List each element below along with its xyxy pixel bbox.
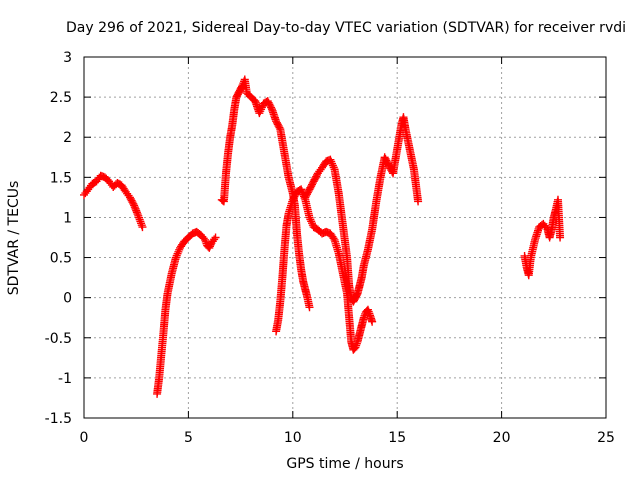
y-tick-label: 3	[63, 50, 72, 66]
y-tick-label: 1.5	[50, 170, 72, 186]
y-tick-label: 2.5	[50, 90, 72, 106]
y-tick-label: 2	[63, 130, 72, 146]
data-point	[174, 247, 183, 256]
chart-title: Day 296 of 2021, Sidereal Day-to-day VTE…	[65, 20, 627, 36]
plot-frame	[83, 56, 607, 419]
data-point	[308, 219, 317, 228]
x-axis-label: GPS time / hours	[286, 456, 404, 472]
data-point	[210, 235, 219, 244]
data-point	[305, 303, 314, 312]
x-tick-label: 10	[284, 430, 302, 446]
data-point	[171, 253, 180, 262]
data-point	[255, 109, 264, 118]
x-tick-label: 5	[184, 430, 193, 446]
x-tick-label: 25	[597, 430, 615, 446]
data-point	[275, 123, 284, 132]
data-point	[257, 105, 266, 114]
y-tick-label: 0	[63, 291, 72, 307]
y-tick-label: 0.5	[50, 251, 72, 267]
data-point	[172, 251, 181, 260]
data-point	[307, 217, 316, 226]
data-point	[256, 107, 265, 116]
x-tick-label: 20	[493, 430, 511, 446]
data-point	[329, 163, 338, 172]
y-tick-label: -1.5	[45, 411, 72, 427]
data-point	[556, 233, 565, 242]
data-point	[138, 223, 147, 232]
data-point	[414, 197, 423, 206]
data-point	[173, 249, 182, 258]
y-tick-label: 1	[63, 210, 72, 226]
data-point	[211, 233, 220, 242]
data-point	[305, 213, 314, 222]
x-tick-label: 15	[388, 430, 406, 446]
data-point	[326, 155, 335, 164]
data-point	[329, 234, 338, 243]
data-point	[368, 317, 377, 326]
data-point	[328, 161, 337, 170]
data-point	[306, 215, 315, 224]
data-point	[327, 157, 336, 166]
x-tick-label: 0	[80, 430, 89, 446]
data-point	[175, 245, 184, 254]
y-tick-label: -0.5	[45, 331, 72, 347]
y-tick-label: -1	[58, 371, 72, 387]
data-point	[257, 103, 266, 112]
data-point	[328, 159, 337, 168]
